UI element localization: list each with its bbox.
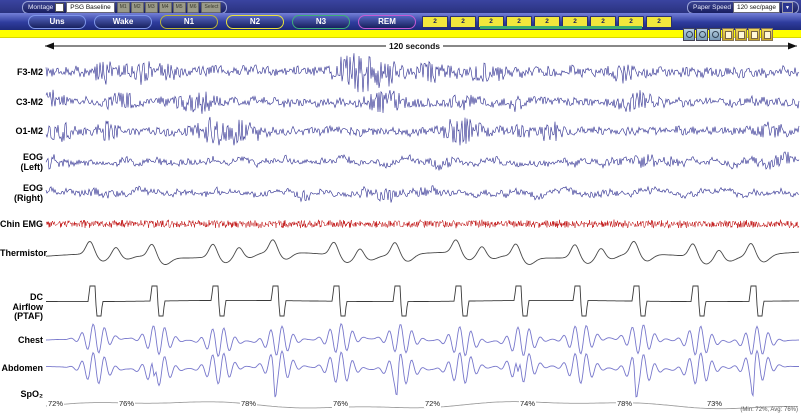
epoch-button-1[interactable]: 2	[422, 15, 448, 28]
stage-buttons: Uns Wake N1 N2 N3 REM	[28, 14, 416, 29]
epoch-button-5[interactable]: 2	[534, 15, 560, 28]
page-tool-icon	[737, 30, 745, 39]
montage-preset-m6[interactable]: M6	[186, 2, 200, 13]
montage-checkbox[interactable]	[55, 3, 65, 12]
page-tool-icon	[763, 30, 771, 39]
montage-preset-m3[interactable]: M3	[144, 2, 158, 13]
montage-preset-buttons: M1 M2 M3 M4 M5 M6	[116, 2, 200, 13]
paper-speed-dropdown-arrow-icon[interactable]: ▼	[782, 2, 793, 13]
montage-select-button[interactable]: Select	[201, 2, 222, 13]
paper-speed-value[interactable]: 120 sec/page	[732, 2, 780, 13]
tool-circle-2-button[interactable]	[696, 28, 708, 41]
stage-button-wake[interactable]: Wake	[94, 14, 152, 29]
montage-preset-m4[interactable]: M4	[158, 2, 172, 13]
stage-button-rem[interactable]: REM	[358, 14, 416, 29]
epoch-button-9[interactable]: 2	[646, 15, 672, 28]
stage-button-n1[interactable]: N1	[160, 14, 218, 29]
page-tool-icon	[724, 30, 732, 39]
header-bar: Montage PSG Baseline M1 M2 M3 M4 M5 M6 Select…	[0, 0, 801, 41]
stage-color-band	[0, 30, 801, 38]
circle-tool-icon	[698, 31, 706, 38]
header-row-montage: Montage PSG Baseline M1 M2 M3 M4 M5 M6 Select…	[0, 0, 801, 14]
stage-button-n2[interactable]: N2	[226, 14, 284, 29]
circle-tool-icon	[711, 31, 719, 38]
header-toolbar	[683, 28, 773, 41]
trace-area	[0, 37, 801, 418]
epoch-button-2[interactable]: 2	[450, 15, 476, 28]
epoch-highlight-bar	[480, 26, 642, 29]
montage-preset-m1[interactable]: M1	[116, 2, 130, 13]
montage-group: Montage PSG Baseline M1 M2 M3 M4 M5 M6 Select	[22, 1, 228, 14]
stage-button-uns[interactable]: Uns	[28, 14, 86, 29]
tool-circle-1-button[interactable]	[683, 28, 695, 41]
circle-tool-icon	[685, 31, 693, 38]
tool-page-1-button[interactable]	[722, 28, 734, 41]
paper-speed-group: Paper Speed 120 sec/page ▼	[687, 1, 799, 14]
tool-page-2-button[interactable]	[735, 28, 747, 41]
tool-page-3-button[interactable]	[748, 28, 760, 41]
page-tool-icon	[750, 30, 758, 39]
montage-label: Montage	[28, 4, 54, 11]
tool-page-4-button[interactable]	[761, 28, 773, 41]
montage-preset-m5[interactable]: M5	[172, 2, 186, 13]
paper-speed-label: Paper Speed	[693, 4, 731, 11]
montage-value-field[interactable]: PSG Baseline	[66, 2, 115, 13]
montage-preset-m2[interactable]: M2	[130, 2, 144, 13]
stage-button-n3[interactable]: N3	[292, 14, 350, 29]
tool-circle-3-button[interactable]	[709, 28, 721, 41]
